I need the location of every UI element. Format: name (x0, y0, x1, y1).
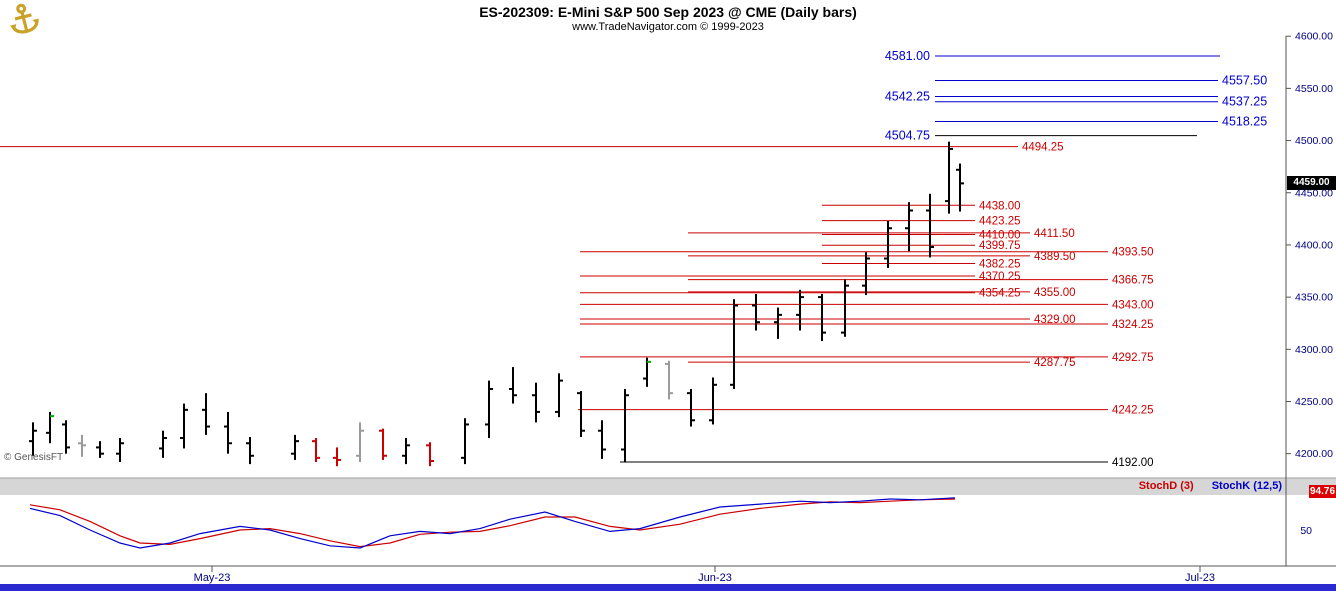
price-level-label: 4292.75 (1112, 352, 1154, 364)
stoch-value-badge: 94.76 (1309, 485, 1336, 498)
genesisft-watermark: © GenesisFT (4, 452, 64, 463)
price-level-label: 4354.25 (979, 288, 1021, 300)
price-level-label: 4343.00 (1112, 299, 1154, 311)
price-level-label: 4355.00 (1034, 287, 1076, 299)
price-level-label: 4370.25 (979, 271, 1021, 283)
bottom-scroll-strip[interactable] (0, 584, 1336, 591)
price-level-label: 4410.00 (979, 230, 1021, 242)
stochd-line[interactable] (29, 498, 956, 548)
stochd-legend-item[interactable]: StochD (3) (1138, 480, 1194, 492)
price-level-label: 4423.25 (979, 216, 1021, 228)
price-level-label: 4504.75 (885, 129, 930, 143)
time-axis-label: Jul-23 (1185, 572, 1215, 584)
price-level-label: 4581.00 (885, 49, 930, 63)
panel-splitter[interactable] (0, 478, 1336, 495)
stoch-scale-label: 50 (1300, 525, 1312, 537)
last-price-badge: 4459.00 (1287, 176, 1336, 190)
chart-title: ES-202309: E-Mini S&P 500 Sep 2023 @ CME… (479, 4, 857, 20)
price-axis-tick-label: 4200.00 (1295, 448, 1333, 460)
price-axis-tick-label: 4250.00 (1295, 396, 1333, 408)
time-axis-label: May-23 (194, 572, 231, 584)
price-axis-tick-label: 4350.00 (1295, 292, 1333, 304)
price-level-label: 4366.75 (1112, 275, 1154, 287)
price-level-label: 4287.75 (1034, 357, 1076, 369)
price-axis-tick-label: 4600.00 (1295, 31, 1333, 43)
time-axis-label: Jun-23 (698, 572, 732, 584)
price-level-label: 4242.25 (1112, 405, 1154, 417)
price-level-label: 4537.25 (1222, 95, 1267, 109)
price-level-label: 4411.50 (1034, 228, 1075, 240)
genesis-anchor-logo-icon (2, 0, 46, 42)
chart-subtitle: www.TradeNavigator.com © 1999-2023 (572, 21, 764, 33)
price-level-label: 4438.00 (979, 200, 1021, 212)
price-level-label: 4393.50 (1112, 247, 1154, 259)
price-axis-tick-label: 4300.00 (1295, 344, 1333, 356)
stochk-legend-item[interactable]: StochK (12,5) (1211, 480, 1282, 492)
price-axis-tick-label: 4450.00 (1295, 187, 1333, 199)
indicator-legend: StochD (3) StochK (12,5) (1139, 480, 1282, 492)
price-axis-tick-label: 4550.00 (1295, 83, 1333, 95)
price-axis-tick-label: 4400.00 (1295, 239, 1333, 251)
price-level-label: 4192.00 (1112, 457, 1154, 469)
price-level-label: 4329.00 (1034, 314, 1076, 326)
price-level-label: 4324.25 (1112, 319, 1154, 331)
price-level-label: 4557.50 (1222, 74, 1267, 88)
stochk-line[interactable] (29, 497, 956, 549)
price-level-label: 4518.25 (1222, 115, 1267, 129)
price-axis-tick-label: 4500.00 (1295, 135, 1333, 147)
price-level-label: 4542.25 (885, 89, 930, 103)
price-level-label: 4382.25 (979, 258, 1021, 270)
price-level-label: 4494.25 (1022, 142, 1064, 154)
price-level-label: 4399.75 (979, 240, 1021, 252)
price-level-label: 4389.50 (1034, 251, 1076, 263)
